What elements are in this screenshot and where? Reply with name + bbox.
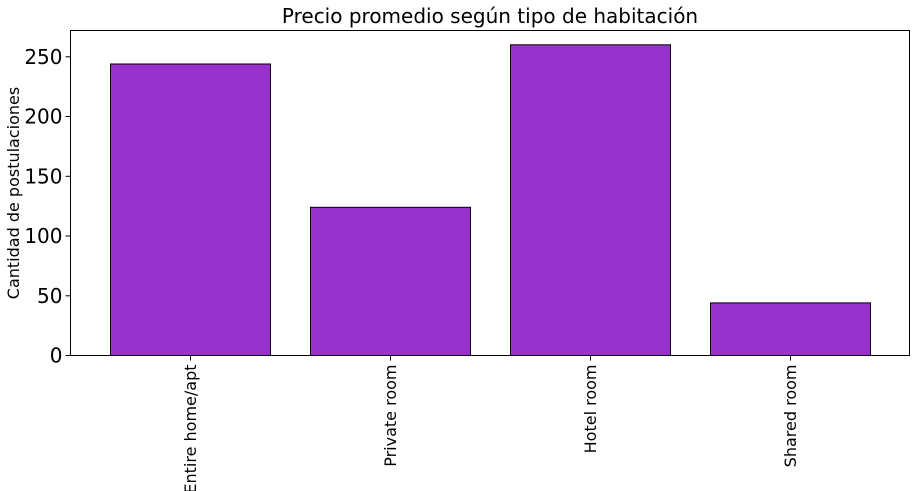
x-tick-label: Shared room xyxy=(781,365,800,468)
bar-private-room xyxy=(310,206,471,356)
y-ticks: 0 50 100 150 200 250 xyxy=(24,45,71,368)
x-tick-label: Private room xyxy=(381,365,400,467)
y-tick-label: 150 xyxy=(24,164,62,188)
plot-frame xyxy=(70,30,910,356)
bar-hotel-room xyxy=(510,44,671,357)
x-tick-label: Hotel room xyxy=(581,365,600,454)
bar-entire-home-apt xyxy=(110,63,271,356)
y-tick-label: 200 xyxy=(24,105,62,129)
x-ticks: Entire home/apt Private room Hotel room Sha… xyxy=(181,355,800,491)
x-tick-label: Entire home/apt xyxy=(181,365,200,491)
chart-title: Precio promedio según tipo de habitación xyxy=(282,4,698,28)
bar-shared-room xyxy=(710,302,871,356)
y-tick-label: 50 xyxy=(37,284,62,308)
bars-group xyxy=(110,44,871,357)
y-tick-label: 0 xyxy=(50,344,63,368)
y-tick-label: 250 xyxy=(24,45,62,69)
y-axis-label: Cantidad de postulaciones xyxy=(4,87,23,299)
y-tick-label: 100 xyxy=(24,224,62,248)
